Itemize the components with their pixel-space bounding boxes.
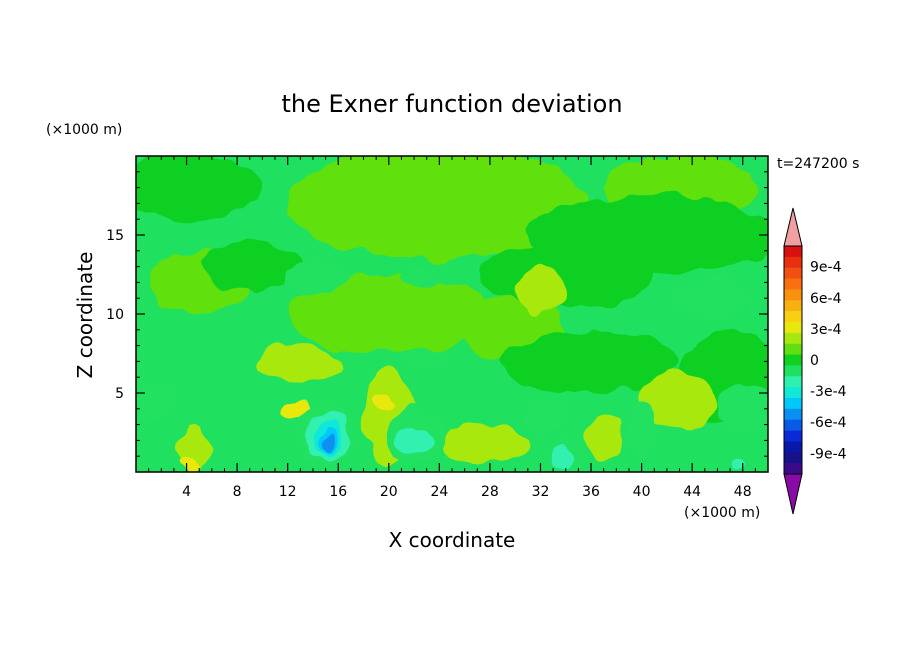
colorbar-swatch [784, 354, 802, 366]
colorbar-swatch [784, 398, 802, 410]
contour-region [401, 268, 440, 291]
contour-region [287, 156, 591, 259]
colorbar-label: 6e-4 [810, 291, 842, 307]
contour-region [281, 261, 345, 294]
chart-title: the Exner function deviation [281, 90, 622, 118]
contour-region [553, 449, 574, 469]
colorbar-swatch [784, 463, 802, 475]
x-unit-label: (×1000 m) [684, 505, 760, 521]
x-tick-label: 8 [233, 484, 242, 500]
colorbar-swatch [784, 300, 802, 312]
contour-region [584, 416, 623, 465]
contour-region [502, 329, 680, 393]
x-tick-label: 44 [683, 484, 701, 500]
time-label: t=247200 s [777, 156, 859, 172]
colorbar-swatch [784, 419, 802, 432]
colorbar-label: -6e-4 [810, 415, 847, 431]
contour-region [439, 424, 528, 463]
x-tick-label: 28 [481, 484, 499, 500]
contour-region [136, 156, 263, 220]
colorbar-swatch [784, 267, 802, 280]
y-unit-label: (×1000 m) [46, 122, 122, 138]
colorbar-swatch [784, 430, 802, 442]
colorbar-swatch [784, 441, 802, 453]
colorbar-swatch [784, 365, 802, 377]
contour-region [515, 268, 566, 313]
contour-region [322, 430, 334, 454]
contour-region [372, 391, 393, 411]
contour-region [401, 347, 452, 367]
colorbar-swatch [784, 246, 802, 258]
colorbar-swatch [784, 332, 802, 345]
colorbar-swatch [784, 452, 802, 464]
x-axis: 4 8 12 16 20 24 28 32 36 40 44 48 [148, 156, 756, 500]
contour-region [176, 459, 202, 472]
x-tick-label: 4 [182, 484, 191, 500]
contour-field [136, 156, 768, 472]
contour-region [256, 344, 345, 386]
y-axis-title: Z coordinate [73, 252, 97, 379]
contour-region [626, 399, 657, 457]
contour-region [673, 279, 750, 318]
contour-region [524, 396, 570, 435]
colorbar-swatch [784, 289, 802, 301]
colorbar-swatch [784, 256, 802, 269]
colorbar-max-extension [783, 207, 803, 247]
colorbar-label: 3e-4 [810, 322, 842, 338]
colorbar: 9e-4 6e-4 3e-4 0 -3e-4 -6e-4 -9e-4 [783, 207, 847, 515]
colorbar-min-extension [783, 473, 803, 515]
y-tick-label: 15 [106, 228, 124, 244]
y-tick-label: 5 [115, 386, 124, 402]
contour-region [477, 242, 655, 307]
x-tick-label: 20 [380, 484, 398, 500]
contour-region [717, 385, 768, 433]
contour-region [641, 372, 718, 430]
x-tick-label: 48 [734, 484, 752, 500]
contour-region [728, 459, 744, 472]
x-tick-label: 36 [582, 484, 600, 500]
contour-region [395, 424, 428, 457]
x-tick-label: 16 [329, 484, 347, 500]
colorbar-swatch [784, 387, 802, 399]
x-tick-label: 12 [279, 484, 297, 500]
x-tick-label: 24 [430, 484, 448, 500]
contour-region [136, 381, 178, 420]
contour-region [287, 274, 490, 354]
y-tick-label: 10 [106, 307, 124, 323]
contour-region [199, 242, 301, 291]
colorbar-label: -3e-4 [810, 384, 847, 400]
contour-region [283, 400, 312, 417]
x-tick-label: 32 [532, 484, 550, 500]
colorbar-swatch [784, 408, 802, 421]
colorbar-swatch [784, 322, 802, 334]
colorbar-swatch [784, 376, 802, 388]
x-tick-label: 40 [633, 484, 651, 500]
colorbar-swatch [784, 343, 802, 356]
x-axis-title: X coordinate [389, 528, 516, 552]
colorbar-label: -9e-4 [810, 446, 847, 462]
y-axis: 5 10 15 [106, 171, 768, 457]
colorbar-label: 9e-4 [810, 260, 842, 276]
colorbar-swatch [784, 278, 802, 290]
colorbar-swatch [784, 311, 802, 323]
colorbar-label: 0 [810, 353, 819, 369]
